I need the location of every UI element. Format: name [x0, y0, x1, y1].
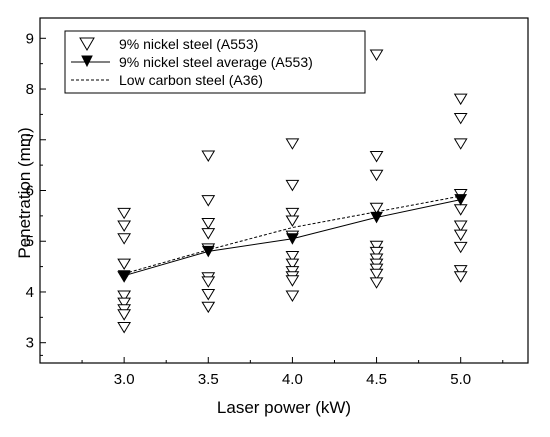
data-marks [117, 49, 468, 334]
average-point [286, 233, 299, 245]
data-point [285, 138, 300, 150]
legend-open-triangle-icon [79, 37, 95, 51]
data-point [201, 276, 216, 288]
data-point [285, 290, 300, 303]
data-point [369, 169, 384, 182]
x-tick-label: 3.0 [114, 371, 135, 388]
data-point [369, 246, 384, 259]
data-point [453, 241, 468, 254]
data-point [117, 233, 132, 245]
data-point [117, 207, 132, 220]
y-tick-label: 7 [26, 132, 34, 149]
legend-label-series-2: 9% nickel steel average (A553) [119, 54, 313, 70]
data-point [201, 195, 216, 207]
data-point [453, 112, 468, 125]
y-tick-label: 8 [26, 81, 34, 98]
y-tick-label: 3 [26, 335, 34, 352]
y-tick-label: 9 [26, 30, 34, 47]
data-point [453, 93, 468, 106]
y-axis: 3 4 5 6 7 8 9 [26, 30, 46, 356]
data-point [369, 151, 384, 163]
y-tick-label: 6 [26, 183, 34, 200]
data-point [201, 150, 216, 162]
data-point [117, 321, 132, 334]
y-tick-label: 4 [26, 284, 34, 301]
data-point [453, 229, 468, 242]
legend-filled-triangle-icon [81, 55, 93, 68]
x-axis-title: Laser power (kW) [217, 398, 351, 417]
average-point [370, 211, 383, 224]
y-axis-title: Penetration (mm) [15, 127, 34, 258]
data-point [285, 207, 300, 220]
y-tick-label: 5 [26, 233, 34, 250]
data-point [201, 228, 216, 240]
data-point [201, 301, 216, 314]
data-point [117, 220, 132, 232]
data-point [201, 289, 216, 301]
legend-box [64, 30, 366, 94]
legend: 9% nickel steel (A553) 9% nickel steel a… [64, 30, 366, 94]
data-point [369, 202, 384, 215]
data-point [453, 220, 468, 232]
data-point [369, 277, 384, 289]
data-point [453, 138, 468, 150]
data-point [285, 250, 300, 263]
average-point [201, 245, 215, 258]
data-point [117, 258, 132, 271]
x-tick-label: 5.0 [450, 371, 471, 388]
data-point [453, 204, 468, 216]
data-point [369, 240, 384, 253]
x-tick-label: 4.5 [366, 371, 387, 388]
x-tick-label: 4.0 [282, 371, 303, 388]
x-tick-label: 3.5 [198, 371, 219, 388]
data-point [285, 179, 300, 192]
average-point [117, 270, 131, 282]
data-point [285, 275, 300, 287]
data-point [453, 271, 468, 283]
data-point [453, 265, 468, 277]
x-axis: 3.0 3.5 4.0 4.5 5.0 [81, 357, 504, 388]
data-point [117, 297, 132, 310]
data-point [117, 309, 132, 321]
data-point [201, 217, 216, 230]
average-point [454, 194, 468, 206]
data-point [369, 268, 384, 281]
data-point [369, 49, 384, 62]
data-point [285, 215, 300, 227]
legend-label-series-1: 9% nickel steel (A553) [119, 36, 258, 52]
data-point [285, 258, 300, 271]
data-point [117, 290, 132, 303]
legend-label-series-3: Low carbon steel (A36) [119, 72, 263, 88]
